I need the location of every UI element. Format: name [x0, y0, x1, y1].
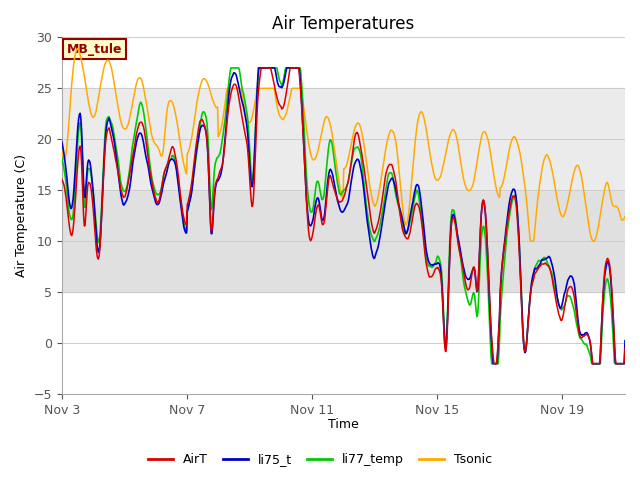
Title: Air Temperatures: Air Temperatures — [272, 15, 415, 33]
Bar — [62, 88, 625, 190]
Legend: AirT, li75_t, li77_temp, Tsonic: AirT, li75_t, li77_temp, Tsonic — [143, 448, 497, 471]
X-axis label: Time: Time — [328, 419, 359, 432]
Bar — [62, 190, 625, 292]
Y-axis label: Air Temperature (C): Air Temperature (C) — [15, 154, 28, 277]
Text: MB_tule: MB_tule — [67, 43, 122, 56]
